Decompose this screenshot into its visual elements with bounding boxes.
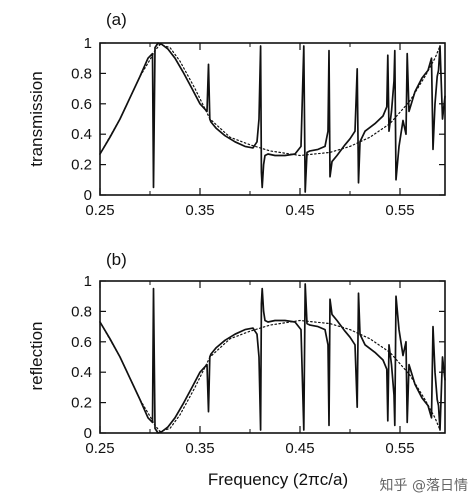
y-tick-label-a: 0.8 bbox=[71, 65, 92, 82]
y-tick-label-b: 1 bbox=[84, 273, 92, 290]
series-line-b-solid bbox=[99, 283, 446, 434]
watermark: 知乎 @落日情 bbox=[380, 477, 468, 494]
y-tick-label-b: 0.2 bbox=[71, 395, 92, 412]
y-tick-label-a: 0.6 bbox=[71, 96, 92, 113]
series-line-b-dotted bbox=[99, 319, 441, 433]
x-axis-label: Frequency (2πc/a) bbox=[208, 470, 348, 489]
panel-b: (b) reflection 0 0.2 0.4 0.6 0.8 1 0.25 0.35 0.4… bbox=[27, 250, 446, 457]
y-tick-label-b: 0.6 bbox=[71, 334, 92, 351]
x-tick-label-a: 0.25 bbox=[85, 202, 114, 219]
panel-a: (a) transmission 00.20.40.60.810.25 0.35 0… bbox=[27, 10, 446, 219]
plot-frame-b bbox=[99, 280, 446, 434]
y-tick-label-a: 0 bbox=[84, 187, 92, 204]
x-tick-label-b: 0.45 bbox=[285, 440, 314, 457]
plot-b-series bbox=[99, 283, 446, 434]
x-tick-label-b: 0.25 bbox=[85, 440, 114, 457]
plot-a-ticks: 0 0.2 0.4 0.6 0.8 1 0.25 0.35 0.45 0.55 bbox=[71, 35, 445, 219]
panel-label-a: (a) bbox=[106, 10, 127, 29]
y-tick-label-b: 0.8 bbox=[71, 303, 92, 320]
x-tick-label-b: 0.35 bbox=[185, 440, 214, 457]
y-tick-label-b: 0.4 bbox=[71, 364, 92, 381]
x-tick-label-a: 0.45 bbox=[285, 202, 314, 219]
x-tick-label-a: 0.55 bbox=[385, 202, 414, 219]
plot-frame-a bbox=[99, 42, 446, 196]
series-line-a-solid bbox=[99, 42, 446, 193]
y-tick-label-a: 1 bbox=[84, 35, 92, 52]
series-line-a-dotted bbox=[99, 43, 441, 157]
y-axis-label-a: transmission bbox=[27, 71, 46, 166]
y-axis-label-b: reflection bbox=[27, 322, 46, 391]
plot-b-ticks: 0 0.2 0.4 0.6 0.8 1 0.25 0.35 0.45 0.55 bbox=[71, 273, 445, 457]
panel-label-b: (b) bbox=[106, 250, 127, 269]
y-tick-label-b: 0 bbox=[84, 425, 92, 442]
x-tick-label-a: 0.35 bbox=[185, 202, 214, 219]
plot-a-series bbox=[99, 42, 446, 193]
x-tick-label-b: 0.55 bbox=[385, 440, 414, 457]
y-tick-label-a: 0.2 bbox=[71, 157, 92, 174]
y-tick-label-a: 0.4 bbox=[71, 126, 92, 143]
